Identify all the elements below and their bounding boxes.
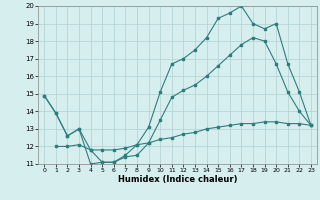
X-axis label: Humidex (Indice chaleur): Humidex (Indice chaleur) (118, 175, 237, 184)
